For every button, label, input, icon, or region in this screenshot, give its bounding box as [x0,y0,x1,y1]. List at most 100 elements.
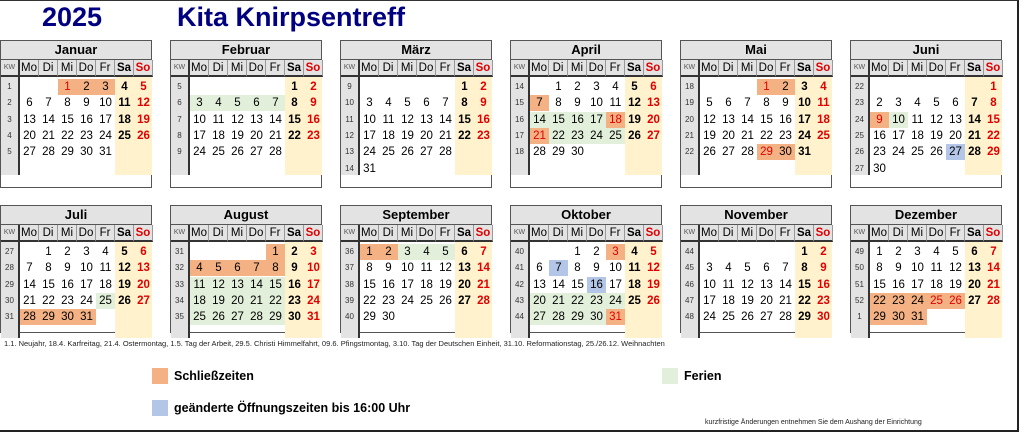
weekday-header: So [134,225,153,242]
day-cell: 29 [552,146,565,159]
day-cell: 1 [801,246,808,258]
weekday-header: Fr [606,60,625,77]
day-cell: 3 [366,97,373,110]
day-cell: 10 [80,262,93,275]
day-cell: 8 [64,97,71,110]
day-cell: 2 [64,246,71,258]
weekday-header: Di [549,225,568,242]
month-august: August KW Mo Di Mi Do Fr Sa So 31 1 2 3 32 4 5 6 7 8 9 10 33 1… [170,205,323,338]
day-cell: 28 [987,294,1000,307]
day-cell: 12 [949,262,962,275]
day-cell: 29 [798,311,811,324]
day-cell: 14 [741,113,754,126]
day-cell: 13 [250,113,263,126]
day-cell: 10 [590,97,603,110]
day-cell: 13 [137,262,150,275]
weekday-header: Mi [568,60,587,77]
day-cell: 13 [968,262,981,275]
weekday-header: Mi [398,60,417,77]
week-number: 1 [7,82,12,91]
day-cell: 14 [552,278,565,291]
weekend-column [965,242,1002,338]
day-cell: 14 [779,278,792,291]
day-cell: 1 [757,79,776,95]
weekday-header: Di [889,60,908,77]
day-cell: 25 [212,146,225,159]
day-cell: 29 [757,144,776,161]
day-cell: 8 [574,262,581,275]
day-cell: 23 [779,129,792,142]
weekday-header: Sa [625,225,644,242]
week-number: 21 [685,130,694,140]
week-number: 23 [855,98,864,108]
day-cell: 22 [458,129,471,142]
weekday-header: Do [587,225,606,242]
day-cell: 23 [889,292,908,309]
day-cell: 4 [914,97,921,110]
day-cell: 24 [363,146,376,159]
day-cell: 18 [911,129,924,142]
day-cell: 10 [307,262,320,275]
weekday-header: Di [719,225,738,242]
week-number: 36 [345,247,354,256]
weekday-header: So [644,60,663,77]
day-cell: 3 [190,95,209,112]
day-cell: 18 [382,129,395,142]
day-cell: 8 [763,97,770,110]
week-number: 46 [685,279,694,289]
weekday-header: Sa [625,60,644,77]
week-number: 27 [5,247,14,256]
week-number: 27 [855,163,864,173]
day-cell: 10 [609,262,622,275]
day-cell: 17 [193,129,206,142]
day-cell: 5 [933,97,940,110]
kw-header: KW [511,60,530,77]
day-cell: 9 [895,262,902,275]
day-cell: 21 [42,129,55,142]
day-cell: 14 [530,111,549,128]
day-cell: 20 [760,294,773,307]
day-cell: 25 [927,292,946,309]
day-cell: 28 [42,146,55,159]
day-cell: 11 [382,113,395,126]
month-title: März [341,41,491,60]
kw-column [1,242,20,338]
day-cell: 22 [61,129,74,142]
month-title: September [341,206,491,225]
week-number: 4 [7,130,12,140]
day-cell: 24 [892,146,905,159]
week-number: 50 [855,263,864,273]
day-cell: 17 [892,129,905,142]
week-number: 28 [5,263,14,273]
weekday-header: Mi [738,60,757,77]
day-cell: 25 [420,294,433,307]
week-number: 9 [347,82,352,91]
day-cell: 16 [61,278,74,291]
week-number: 44 [685,247,694,256]
day-cell: 9 [480,97,487,110]
page-title: Kita Knirpsentreff [177,2,406,32]
day-cell: 22 [363,294,376,307]
day-cell: 1 [574,246,581,258]
day-cell: 1 [461,81,468,93]
day-cell: 20 [949,129,962,142]
day-cell: 25 [96,292,115,309]
day-cell: 13 [420,113,433,126]
week-number: 38 [345,279,354,289]
weekday-header: So [134,60,153,77]
day-cell: 29 [870,309,889,326]
week-number: 29 [5,279,14,289]
week-number: 47 [685,295,694,305]
weekday-header: Di [719,60,738,77]
day-cell: 15 [266,276,285,293]
week-number: 15 [515,98,524,108]
weekday-header: Mi [228,225,247,242]
month-dezember: Dezember KW Mo Di Mi Do Fr Sa So 49 1 2 3 4 5 6 7 50 8 9 10 1… [850,205,1003,338]
kw-column [851,77,870,175]
day-cell: 21 [549,292,568,309]
day-cell: 16 [587,276,606,293]
day-cell: 27 [23,146,36,159]
month-title: August [171,206,321,225]
day-cell: 27 [137,294,150,307]
